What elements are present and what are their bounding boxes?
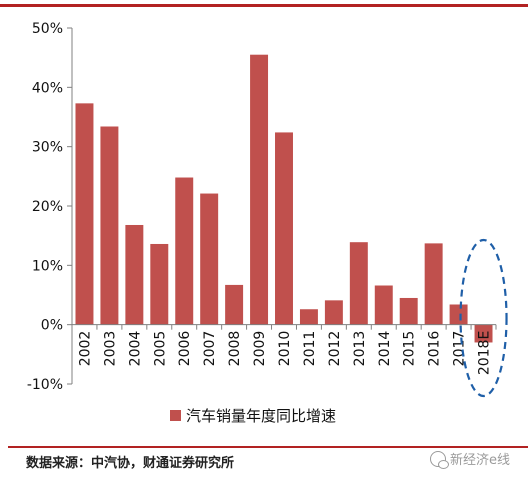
y-tick-label: 30% (32, 140, 63, 156)
source-note: 数据来源：中汽协，财通证券研究所 (26, 456, 235, 471)
bar (324, 300, 343, 325)
x-tick-label: 2015 (402, 331, 418, 367)
x-tick-label: 2016 (427, 331, 443, 367)
x-tick-label: 2010 (277, 331, 293, 367)
highlight-ellipse (459, 238, 508, 398)
top-rule (0, 4, 528, 7)
x-tick-label: 2007 (202, 331, 218, 367)
bar (399, 297, 418, 325)
x-tick-label: 2004 (127, 331, 143, 367)
x-tick-label: 2011 (302, 331, 318, 367)
bar (374, 285, 393, 325)
x-tick-label: 2005 (152, 331, 168, 367)
x-tick-label: 2018E (477, 331, 493, 375)
x-tick-label: 2009 (252, 331, 268, 367)
legend-label: 汽车销量年度同比增速 (186, 407, 336, 425)
x-tick-label: 2008 (227, 331, 243, 367)
x-tick-label: 2006 (177, 331, 193, 367)
y-tick-label: 20% (32, 199, 63, 215)
bar-chart: -10% 0% 10% 20% 30% 40% 50% 2002 2003 2004 2005 200… (27, 21, 508, 425)
bar (349, 242, 368, 325)
bar (225, 284, 244, 325)
y-tick-label: 50% (32, 21, 63, 37)
y-tick-label: -10% (27, 377, 63, 393)
bar (100, 126, 119, 325)
legend-swatch (170, 410, 181, 421)
bar (474, 324, 493, 343)
watermark-label: 新经济e线 (450, 453, 510, 468)
x-tick-label: 2017 (452, 331, 468, 367)
bar (150, 243, 169, 325)
bar (75, 103, 94, 325)
bar (250, 54, 269, 325)
y-tick-label: 10% (32, 258, 63, 274)
bar (299, 309, 318, 325)
x-tick-label: 2012 (327, 331, 343, 367)
bar (424, 243, 443, 325)
bottom-rule (8, 446, 528, 448)
bar (200, 193, 219, 325)
x-tick-label: 2013 (352, 331, 368, 367)
wechat-icon (430, 450, 449, 469)
bar (175, 177, 194, 325)
x-tick-label: 2014 (377, 331, 393, 367)
x-tick-label: 2002 (77, 331, 93, 367)
y-tick-label: 40% (32, 80, 63, 96)
bar (125, 224, 144, 325)
watermark: 新经济e线 (430, 449, 510, 469)
x-tick-label: 2003 (102, 331, 118, 367)
bar (275, 132, 293, 325)
y-tick-label: 0% (41, 318, 63, 334)
bar (449, 304, 468, 325)
